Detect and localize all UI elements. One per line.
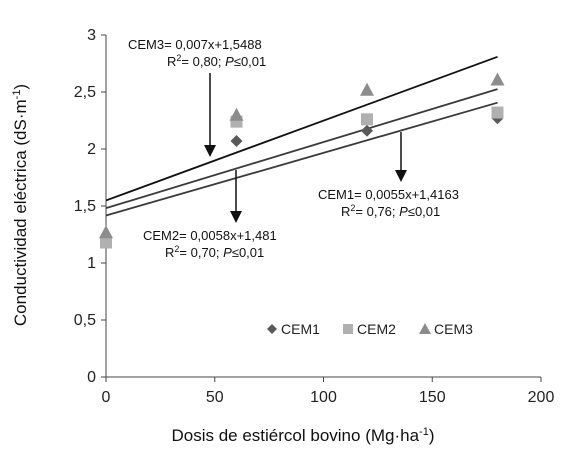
annotation-cem1: CEM1= 0,0055x+1,4163 R2= 0,76; P≤0,01 [318, 132, 459, 219]
cem2-equation: CEM2= 0,0058x+1,481 [143, 228, 277, 243]
cem3-equation: CEM3= 0,007x+1,5488 [128, 37, 262, 52]
legend-label-cem3: CEM3 [434, 321, 473, 337]
y-tick-label: 0,5 [74, 312, 96, 329]
cem1-arrow-head [395, 170, 407, 182]
data-point-cem3 [490, 72, 505, 86]
cem3-stats: R2= 0,80; P≤0,01 [167, 53, 266, 69]
x-tick-label: 150 [419, 389, 446, 406]
data-point-cem3 [360, 82, 374, 96]
data-point-cem2 [100, 236, 112, 249]
cem2-arrow-head [230, 211, 242, 223]
data-point-cem3 [99, 225, 113, 239]
y-tick-label: 0 [87, 369, 96, 386]
x-tick-label: 200 [528, 389, 555, 406]
trendline-cem3 [105, 55, 498, 202]
legend-marker-cem3 [419, 323, 431, 334]
trendline-cem2 [105, 88, 498, 210]
data-point-cem2 [361, 113, 373, 126]
cem3-arrow-head [204, 145, 216, 157]
cem1-stats: R2= 0,76; P≤0,01 [341, 203, 440, 219]
legend-label-cem1: CEM1 [281, 321, 320, 337]
y-tick-label: 2,5 [74, 84, 96, 101]
annotation-cem2: CEM2= 0,0058x+1,481 R2= 0,70; P≤0,01 [143, 170, 277, 260]
y-tick-label: 3 [87, 27, 96, 44]
trendline-cem1 [105, 101, 498, 217]
annotation-cem3: CEM3= 0,007x+1,5488 R2= 0,80; P≤0,01 [128, 37, 266, 157]
y-tick-label: 1 [87, 255, 96, 272]
x-tick-label: 100 [310, 389, 337, 406]
data-point-cem3 [229, 107, 244, 121]
data-point-cem1 [230, 135, 243, 148]
legend-marker-cem1 [267, 324, 277, 334]
y-axis-title: Conductividad eléctrica (dS·m-1) [11, 84, 30, 326]
cem2-stats: R2= 0,70; P≤0,01 [165, 244, 264, 260]
plot-area: 0 0,5 1 1,5 2 2,5 3 0 50 100 150 200 CEM1 CEM2 CEM3 [74, 27, 555, 406]
cem1-equation: CEM1= 0,0055x+1,4163 [318, 187, 459, 202]
data-point-cem1 [361, 124, 373, 137]
x-tick-label: 50 [206, 389, 224, 406]
y-tick-label: 1,5 [74, 198, 96, 215]
legend: CEM1 CEM2 CEM3 [267, 321, 473, 337]
y-tick-label: 2 [87, 141, 96, 158]
data-point-cem2 [491, 106, 504, 119]
x-tick-label: 0 [102, 389, 111, 406]
legend-label-cem2: CEM2 [357, 321, 396, 337]
x-axis-title: Dosis de estiércol bovino (Mg·ha-1) [171, 426, 434, 445]
legend-marker-cem2 [343, 324, 353, 334]
